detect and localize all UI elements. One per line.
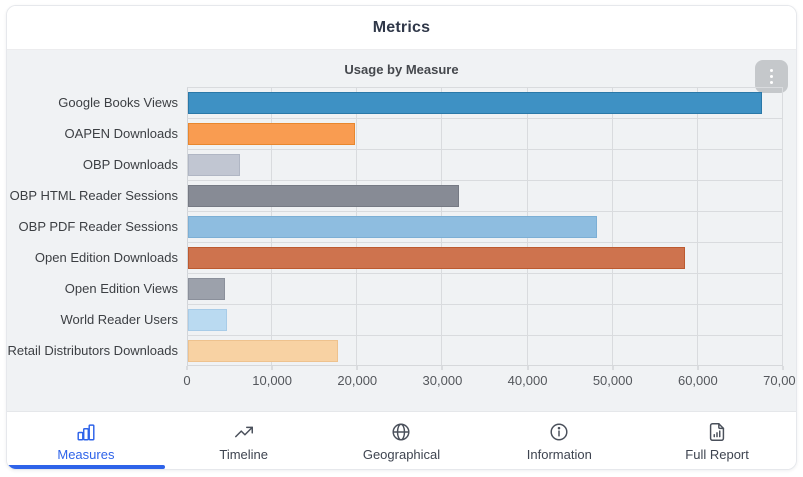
category-label: OBP Downloads [82,157,178,172]
chart-title: Usage by Measure [344,62,459,77]
x-tick-label: 0 [183,373,191,388]
chart-row: Open Edition Downloads [7,242,783,273]
bar-chart-icon [75,421,97,443]
tab-label: Geographical [362,447,441,462]
chart-row: OBP Downloads [7,149,783,180]
chart-row: Retail Distributors Downloads [7,335,783,366]
chart-row: OAPEN Downloads [7,118,783,149]
category-label: Google Books Views [58,95,178,110]
bar[interactable] [188,92,762,114]
bar-track [187,242,783,273]
active-tab-indicator [7,465,165,469]
chart-rows: Google Books Views OAPEN Downloads OBP Dow… [7,87,783,366]
tick-mark [527,366,529,370]
bar-track [187,87,783,118]
tab-label: Timeline [219,447,269,462]
bar-track [187,304,783,335]
tab-label: Information [526,447,592,462]
x-tick-label: 40,000 [507,373,548,388]
tick-mark [782,366,784,370]
x-axis: 0 10,000 20,000 30,000 40,000 50,000 60,000 70,… [183,366,796,396]
tab-full-report[interactable]: Full Report [638,412,796,469]
tab-label: Measures [57,447,115,462]
x-tick-label: 50,000 [592,373,633,388]
category-label: World Reader Users [60,312,178,327]
bar[interactable] [188,154,240,176]
bar[interactable] [188,185,460,207]
plot-area: Google Books Views OAPEN Downloads OBP Dow… [7,87,796,396]
x-tick-label: 60,000 [677,373,718,388]
kebab-dot [769,80,774,85]
tab-timeline[interactable]: Timeline [165,412,323,469]
tick-mark [186,366,188,370]
tab-geographical[interactable]: Geographical [323,412,481,469]
x-tick-label: 70,000 [763,373,796,388]
category-label: Retail Distributors Downloads [7,343,178,358]
widget-header: Metrics [7,6,796,49]
tab-measures[interactable]: Measures [7,412,165,469]
tab-bar: Measures Timeline Geographical [7,411,796,469]
tick-mark [697,366,699,370]
bar[interactable] [188,309,228,331]
bar-track [187,149,783,180]
tab-label: Full Report [685,447,749,462]
bar-track [187,335,783,366]
bar[interactable] [188,247,686,269]
widget-title: Metrics [372,18,431,36]
globe-icon [390,421,412,443]
x-tick-label: 20,000 [337,373,378,388]
x-tick-label: 30,000 [422,373,463,388]
chart-row: Google Books Views [7,87,783,118]
bar-track [187,118,783,149]
metrics-widget-card: Metrics Usage by Measure Google Books Vi… [6,5,797,470]
bar-track [187,180,783,211]
bar-track [187,273,783,304]
category-label: OBP PDF Reader Sessions [18,219,178,234]
trend-up-icon [233,421,255,443]
chart-row: World Reader Users [7,304,783,335]
kebab-dot [769,74,774,79]
tick-mark [441,366,443,370]
bar-track [187,211,783,242]
tick-mark [612,366,614,370]
bar[interactable] [188,278,225,300]
x-tick-label: 10,000 [252,373,293,388]
chart-section: Usage by Measure Google Books Views OAPEN… [7,49,796,411]
category-label: OBP HTML Reader Sessions [9,188,178,203]
bar[interactable] [188,339,338,362]
bar[interactable] [188,123,355,145]
report-document-icon [706,421,728,443]
category-label: Open Edition Views [64,281,178,296]
category-label: OAPEN Downloads [64,126,178,141]
tab-information[interactable]: Information [480,412,638,469]
tick-mark [271,366,273,370]
bar[interactable] [188,216,597,238]
info-circle-icon [548,421,570,443]
kebab-dot [769,68,774,73]
chart-row: OBP HTML Reader Sessions [7,180,783,211]
chart-row: OBP PDF Reader Sessions [7,211,783,242]
chart-row: Open Edition Views [7,273,783,304]
category-label: Open Edition Downloads [34,250,178,265]
tick-mark [356,366,358,370]
